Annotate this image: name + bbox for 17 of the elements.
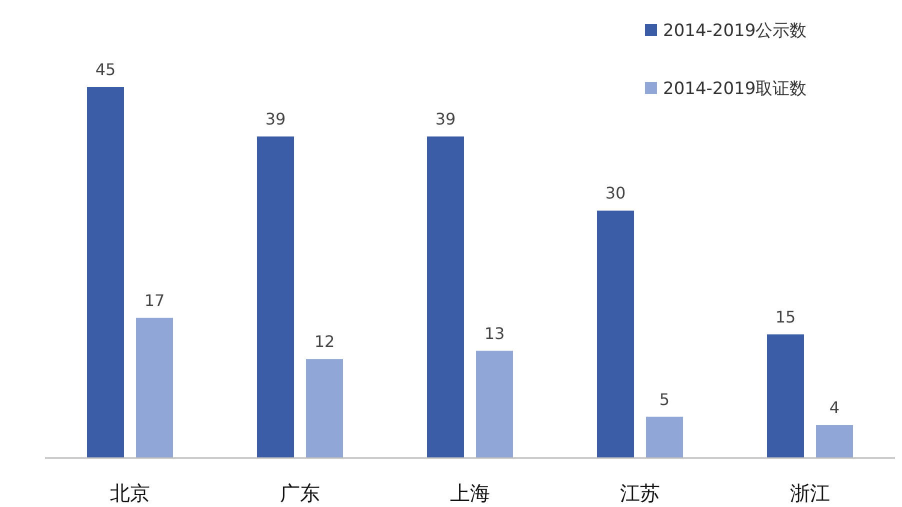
data-label: 15 xyxy=(775,307,796,326)
x-tick-label: 江苏 xyxy=(620,481,660,505)
data-label: 12 xyxy=(314,332,335,352)
legend-label: 2014-2019取证数 xyxy=(663,79,807,99)
x-tick-label: 北京 xyxy=(110,481,150,505)
data-label: 39 xyxy=(265,109,286,128)
x-tick-label: 上海 xyxy=(450,481,490,505)
data-label: 45 xyxy=(95,60,116,79)
data-label: 30 xyxy=(605,184,626,203)
data-label: 13 xyxy=(484,324,505,343)
legend-label: 2014-2019公示数 xyxy=(663,21,807,41)
data-label: 4 xyxy=(829,398,840,418)
x-tick-label: 广东 xyxy=(280,481,320,505)
x-tick-label: 浙江 xyxy=(790,481,830,505)
data-label: 17 xyxy=(144,290,165,310)
data-label: 5 xyxy=(659,390,670,409)
data-label: 39 xyxy=(435,109,456,128)
